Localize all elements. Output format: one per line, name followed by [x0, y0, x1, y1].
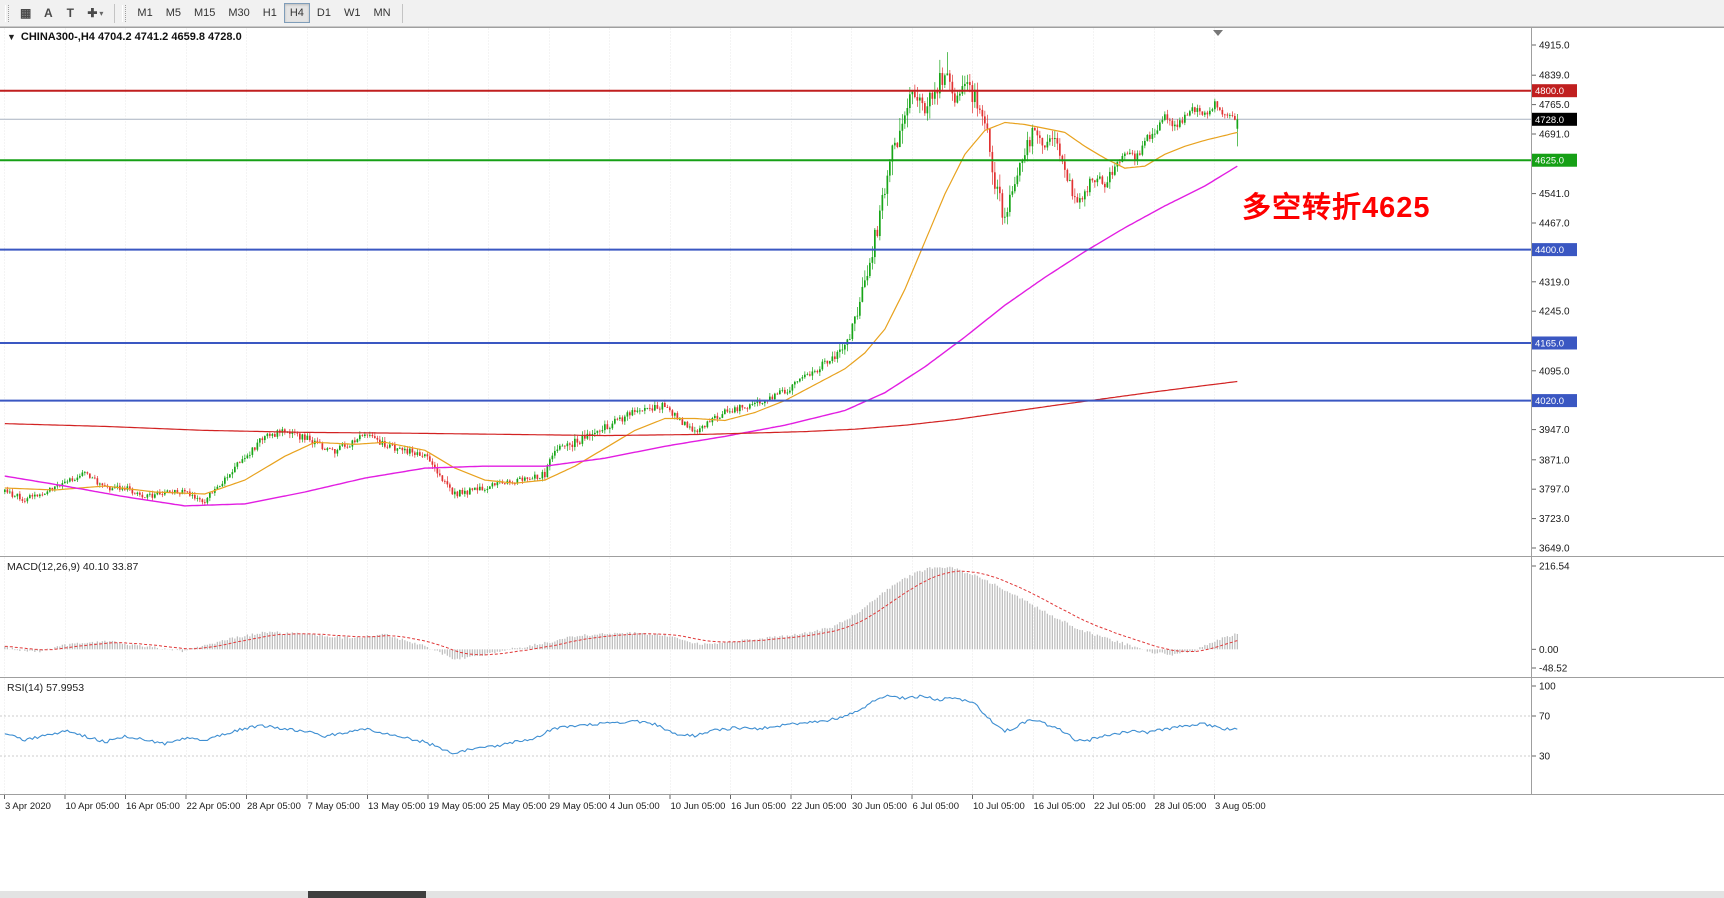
price-badge-4020.0 [1532, 394, 1577, 408]
time-tick-label: 30 Jun 05:00 [852, 801, 907, 812]
time-tick-label: 19 May 05:00 [429, 801, 487, 812]
svg-text:4800.0: 4800.0 [1535, 86, 1564, 97]
toolbar-grip[interactable] [122, 4, 127, 22]
time-tick-label: 10 Apr 05:00 [66, 801, 120, 812]
price-badge-4165.0 [1532, 336, 1577, 350]
candles [4, 52, 1239, 506]
ma-slow-red [4, 380, 1238, 437]
chart-ohlc-readout: CHINA300-,H4 4704.2 4741.2 4659.8 4728.0 [20, 31, 242, 43]
svg-text:4625.0: 4625.0 [1535, 156, 1564, 167]
rsi-line [4, 694, 1238, 755]
time-tick-label: 10 Jul 05:00 [973, 801, 1025, 812]
timeframe-button-d1[interactable]: D1 [316, 7, 331, 19]
rsi-tick-label: 30 [1539, 752, 1551, 763]
horizontal-scrollbar[interactable] [0, 891, 1724, 898]
timeframe-button-h1[interactable]: H1 [262, 7, 277, 19]
toolbar-separator [114, 3, 116, 23]
tool-icon-group: ▦ A T ✚ ▾ [14, 3, 109, 23]
price-tick-label: 3871.0 [1539, 455, 1570, 466]
time-tick-label: 29 May 05:00 [550, 801, 608, 812]
timeframe-button-m5[interactable]: M5 [165, 7, 181, 19]
timeframe-button-m1[interactable]: M1 [137, 7, 153, 19]
scrollbar-thumb[interactable] [308, 891, 426, 898]
time-tick-label: 22 Apr 05:00 [187, 801, 241, 812]
price-tick-label: 4839.0 [1539, 71, 1570, 82]
time-tick-label: 6 Jul 05:00 [913, 801, 959, 812]
time-tick-label: 3 Apr 2020 [5, 801, 51, 812]
price-tick-label: 4541.0 [1539, 189, 1570, 200]
price-tick-label: 4245.0 [1539, 307, 1570, 318]
svg-text:4020.0: 4020.0 [1535, 396, 1564, 407]
price-badge-4728.0 [1532, 112, 1577, 126]
time-tick-label: 7 May 05:00 [308, 801, 360, 812]
time-tick-label: 22 Jun 05:00 [792, 801, 847, 812]
svg-text:4728.0: 4728.0 [1535, 115, 1564, 126]
time-tick-label: 16 Apr 05:00 [126, 801, 180, 812]
grid-icon[interactable]: ▦ [20, 6, 32, 20]
price-axis[interactable]: 4915.0 4839.0 4765.0 4691.0 4541.0 4467.0 4319… [1531, 41, 1577, 555]
timeframe-button-m15[interactable]: M15 [193, 7, 216, 19]
macd-indicator-label: MACD(12,26,9) 40.10 33.87 [7, 561, 139, 573]
one-click-trading-toggle-icon[interactable]: ▼ [7, 32, 16, 42]
price-tick-label: 4319.0 [1539, 277, 1570, 288]
time-tick-label: 16 Jun 05:00 [731, 801, 786, 812]
macd-signal-line [4, 570, 1238, 656]
timeframe-button-w1[interactable]: W1 [343, 7, 361, 19]
chart-shift-marker-icon[interactable] [1213, 30, 1223, 36]
macd-panel [4, 566, 1238, 660]
rsi-tick-label: 70 [1539, 712, 1551, 723]
toolbar-separator [401, 3, 403, 23]
letter-a-tool-icon[interactable]: A [44, 6, 53, 20]
price-badge-4625.0 [1532, 153, 1577, 167]
price-tick-label: 3947.0 [1539, 425, 1570, 436]
text-tool-icon[interactable]: T [66, 6, 75, 20]
svg-text:4165.0: 4165.0 [1535, 338, 1564, 349]
crosshair-tool-icon[interactable]: ✚ ▾ [87, 6, 104, 20]
time-tick-label: 22 Jul 05:00 [1094, 801, 1146, 812]
moving-averages [4, 121, 1238, 507]
time-tick-label: 3 Aug 05:00 [1215, 801, 1266, 812]
rsi-indicator-label: RSI(14) 57.9953 [7, 682, 85, 694]
indicator-axes[interactable]: 216.54 0.00 -48.52 100 70 30 [1531, 562, 1570, 763]
timeframe-button-mn[interactable]: MN [373, 7, 391, 19]
rsi-tick-label: 100 [1539, 682, 1556, 693]
macd-tick-label: 0.00 [1539, 645, 1559, 656]
price-tick-label: 3649.0 [1539, 544, 1570, 555]
dropdown-caret-icon: ▾ [99, 8, 104, 18]
macd-tick-label: -48.52 [1539, 664, 1568, 675]
price-tick-label: 3723.0 [1539, 514, 1570, 525]
ma-fast-orange [4, 121, 1238, 495]
chart-header: ▼ CHINA300-,H4 4704.2 4741.2 4659.8 4728… [7, 31, 242, 43]
time-tick-label: 28 Jul 05:00 [1155, 801, 1207, 812]
time-axis[interactable]: 3 Apr 2020 10 Apr 05:00 16 Apr 05:00 22 Apr… [4, 795, 1266, 812]
time-tick-label: 28 Apr 05:00 [247, 801, 301, 812]
time-tick-label: 10 Jun 05:00 [671, 801, 726, 812]
price-tick-label: 4691.0 [1539, 129, 1570, 140]
ma-mid-magenta [4, 165, 1238, 507]
toolbar-grip[interactable] [5, 4, 9, 22]
timeframe-group: M1 M5 M15 M30 H1 H4 D1 W1 MN [131, 3, 396, 23]
macd-tick-label: 216.54 [1539, 562, 1570, 573]
rsi-panel [0, 694, 1531, 757]
toolbar: ▦ A T ✚ ▾ M1 M5 M15 M30 H1 H4 D1 W1 MN [0, 0, 1724, 27]
time-tick-label: 4 Jun 05:00 [610, 801, 660, 812]
price-tick-label: 3797.0 [1539, 485, 1570, 496]
price-tick-label: 4765.0 [1539, 100, 1570, 111]
horizontal-levels[interactable] [0, 89, 1531, 402]
time-tick-label: 25 May 05:00 [489, 801, 547, 812]
price-tick-label: 4095.0 [1539, 366, 1570, 377]
price-badge-4800.0 [1532, 84, 1577, 98]
time-tick-label: 13 May 05:00 [368, 801, 426, 812]
price-annotation: 多空转折4625 [1242, 192, 1431, 224]
panel-borders [0, 27, 1724, 795]
timeframe-button-h4[interactable]: H4 [283, 3, 310, 23]
price-tick-label: 4467.0 [1539, 218, 1570, 229]
price-tick-label: 4915.0 [1539, 41, 1570, 52]
grid-lines [4, 28, 1215, 794]
svg-text:4400.0: 4400.0 [1535, 245, 1564, 256]
time-tick-label: 16 Jul 05:00 [1034, 801, 1086, 812]
price-badge-4400.0 [1532, 243, 1577, 257]
timeframe-button-m30[interactable]: M30 [228, 7, 250, 19]
